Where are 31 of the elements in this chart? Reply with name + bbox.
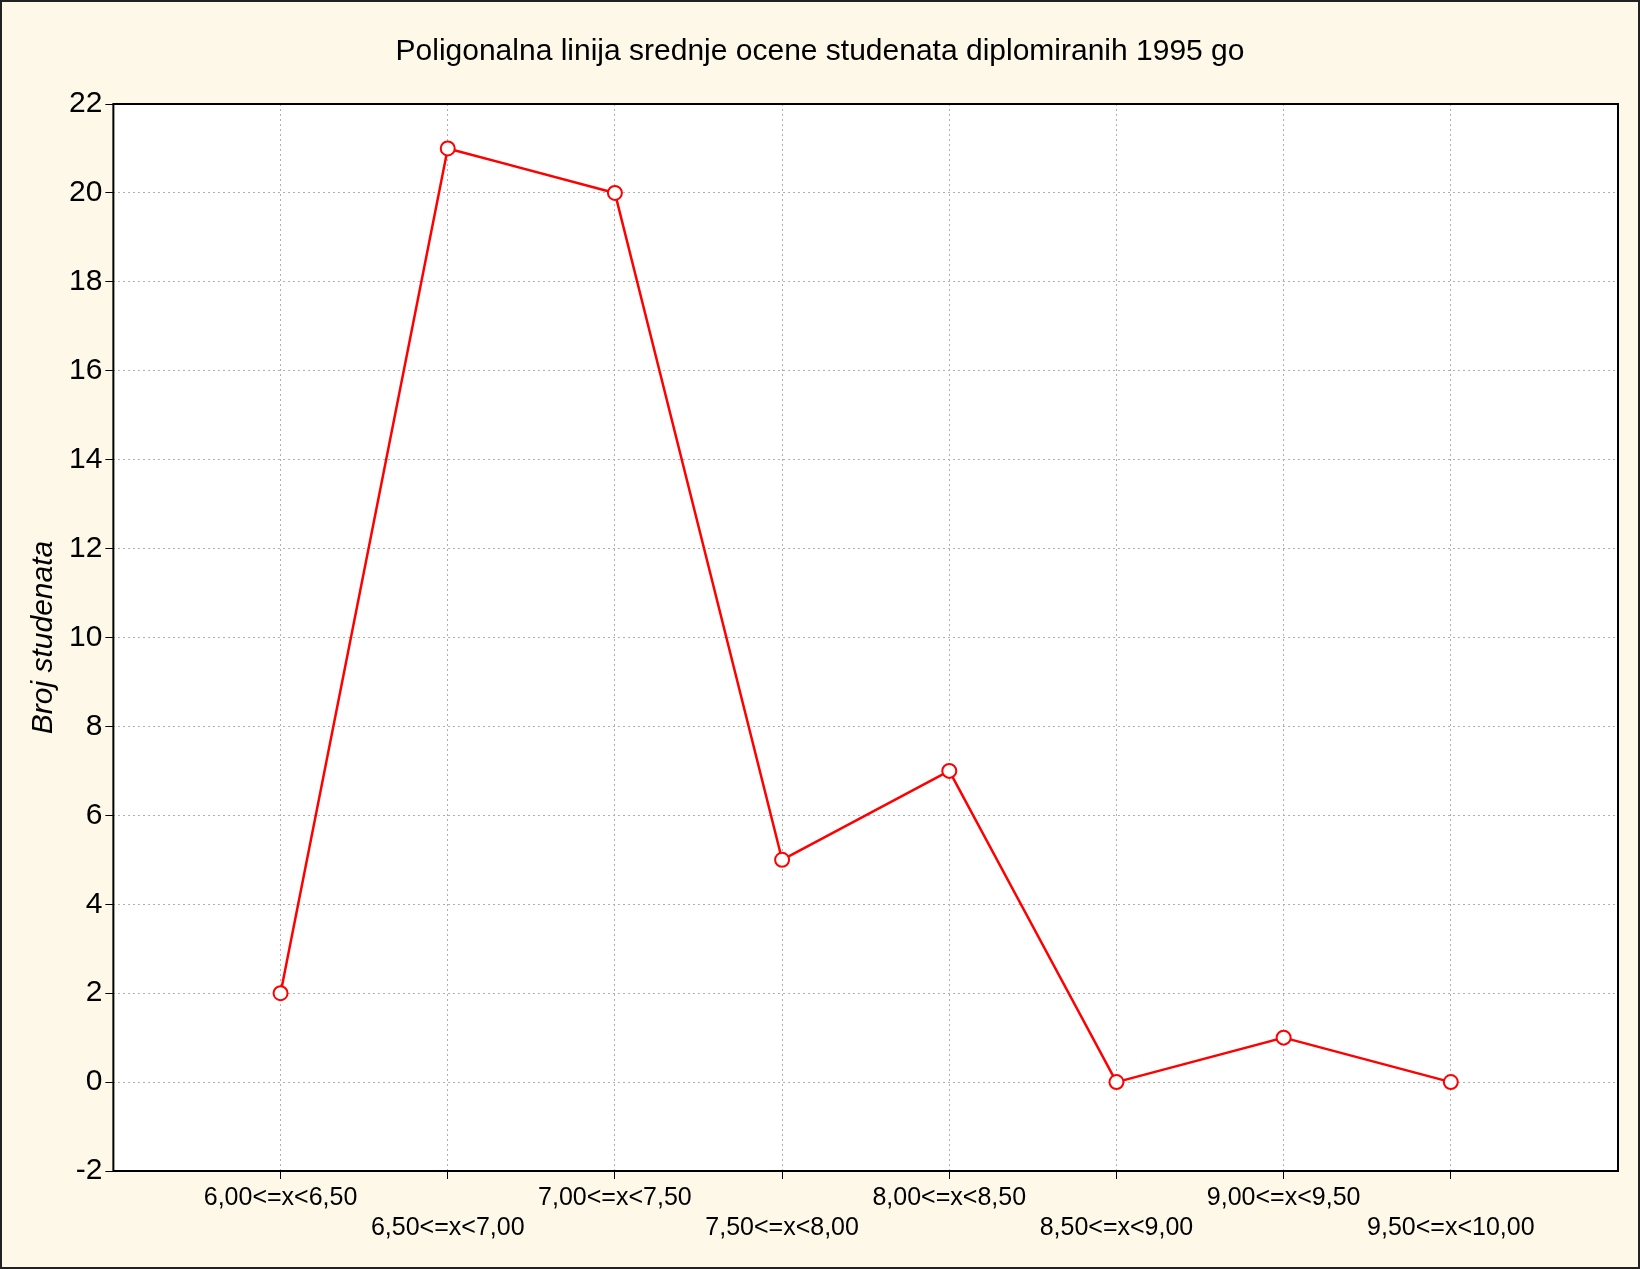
y-tick-label: 22 bbox=[68, 85, 103, 119]
x-tick-label: 6,00<=x<6,50 bbox=[203, 1181, 358, 1210]
y-tick-label: 4 bbox=[85, 885, 103, 919]
point bbox=[439, 140, 456, 157]
y-tick-label: 12 bbox=[68, 529, 103, 563]
chart-title: Poligonalna linija srednje ocene studenata diplomiranih 1995 go bbox=[395, 33, 1245, 67]
x-tick-label: 8,50<=x<9,00 bbox=[1039, 1211, 1194, 1240]
x-tick-label: 9,00<=x<9,50 bbox=[1206, 1181, 1361, 1210]
y-tick-label: 10 bbox=[68, 618, 103, 652]
y-axis-title: Broj studenata bbox=[25, 540, 59, 735]
y-tick-label: 0 bbox=[85, 1063, 103, 1097]
point bbox=[941, 762, 958, 779]
y-tick-label: 2 bbox=[85, 974, 103, 1008]
x-tick-label: 6,50<=x<7,00 bbox=[370, 1211, 525, 1240]
x-tick-label: 7,00<=x<7,50 bbox=[538, 1181, 692, 1210]
point bbox=[1275, 1029, 1292, 1046]
point bbox=[1108, 1074, 1125, 1091]
y-tick-label: -2 bbox=[75, 1152, 103, 1186]
x-tick-label: 8,00<=x<8,50 bbox=[872, 1181, 1027, 1210]
point bbox=[272, 985, 289, 1002]
y-tick-label: 18 bbox=[68, 263, 103, 297]
point bbox=[774, 851, 791, 868]
x-tick-label: 9,50<=x<10,00 bbox=[1367, 1211, 1535, 1240]
point bbox=[606, 184, 623, 201]
y-tick-label: 6 bbox=[85, 796, 103, 830]
y-tick-label: 20 bbox=[68, 174, 103, 208]
y-tick-label: 16 bbox=[68, 352, 103, 386]
y-tick-label: 8 bbox=[85, 707, 103, 741]
point bbox=[1442, 1074, 1459, 1091]
x-tick-label: 7,50<=x<8,00 bbox=[705, 1211, 859, 1240]
y-tick-label: 14 bbox=[68, 440, 103, 474]
